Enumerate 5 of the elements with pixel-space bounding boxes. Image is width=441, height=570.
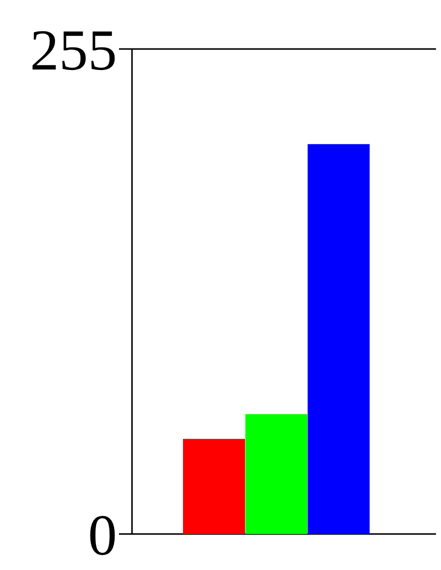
bar (308, 144, 370, 534)
bar (245, 414, 308, 534)
bar (183, 438, 245, 534)
y-tick-label: 255 (30, 18, 117, 83)
y-tick-label: 0 (88, 502, 117, 568)
